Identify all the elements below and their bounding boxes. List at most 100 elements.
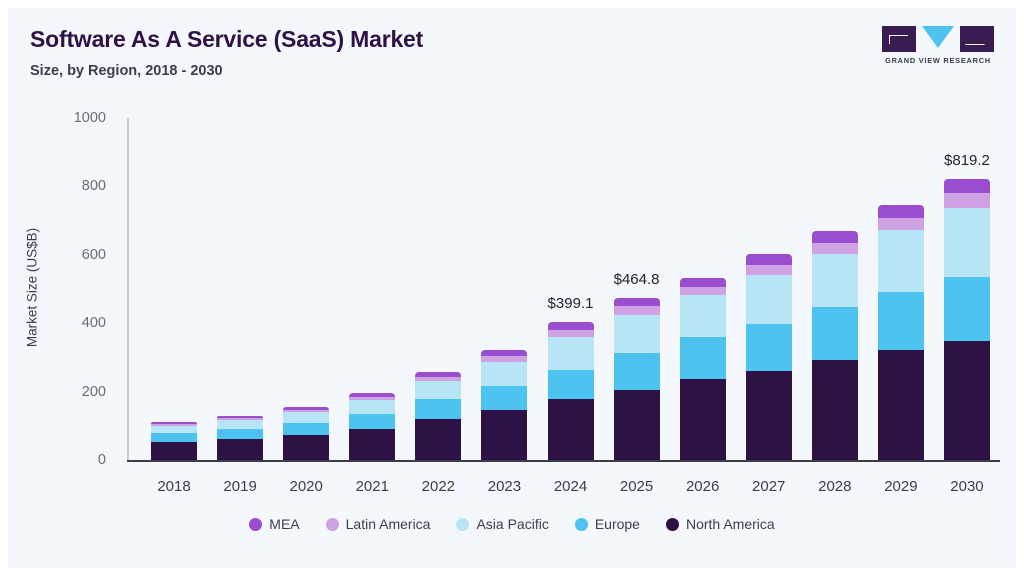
bar-segment[interactable] — [349, 413, 396, 429]
bar-segment[interactable] — [745, 254, 792, 265]
bar-segment[interactable] — [481, 355, 528, 362]
bar-segment[interactable] — [679, 378, 726, 460]
grand-view-research-logo: GRAND VIEW RESEARCH — [882, 26, 994, 72]
bar-segment[interactable] — [679, 295, 726, 337]
chart-card: Software As A Service (SaaS) Market Size… — [8, 8, 1016, 568]
bar-segment[interactable] — [217, 420, 264, 429]
legend-item[interactable]: Asia Pacific — [456, 516, 549, 532]
bar-segment[interactable] — [877, 350, 924, 460]
bar-stack[interactable] — [415, 371, 462, 460]
bar-stack[interactable] — [151, 422, 198, 460]
bar-segment[interactable] — [745, 264, 792, 275]
bar-segment[interactable] — [943, 179, 990, 194]
x-axis-tick: 2030 — [950, 478, 984, 495]
bar-segment[interactable] — [349, 428, 396, 460]
bar-stack[interactable]: $819.2 — [943, 152, 990, 460]
bar-segment[interactable] — [217, 415, 264, 418]
bar-stack[interactable] — [877, 204, 924, 460]
bar-segment[interactable] — [811, 307, 858, 361]
bar-segment[interactable] — [943, 340, 990, 460]
legend-label: Asia Pacific — [476, 516, 549, 532]
bar-segment[interactable] — [415, 376, 462, 381]
bar-segment[interactable] — [283, 435, 330, 460]
bar-segment[interactable] — [349, 399, 396, 414]
bar-segment[interactable] — [547, 370, 594, 400]
bar-segment[interactable] — [811, 230, 858, 243]
bar-segment[interactable] — [547, 329, 594, 338]
bar-segment[interactable] — [877, 204, 924, 218]
bar-segment[interactable] — [613, 306, 660, 315]
bar-segment[interactable] — [481, 349, 528, 356]
bar-stack[interactable] — [283, 407, 330, 460]
bar-segment[interactable] — [613, 314, 660, 353]
bar-segment[interactable] — [349, 393, 396, 397]
bar-segment[interactable] — [415, 371, 462, 377]
x-axis-tick: 2025 — [619, 478, 654, 495]
bar-segment[interactable] — [217, 428, 264, 439]
chart-legend: MEA Latin America Asia Pacific Europe North … — [8, 516, 1016, 532]
bar-segment[interactable] — [151, 422, 198, 425]
bar-segment[interactable] — [415, 418, 462, 460]
legend-label: North America — [685, 516, 775, 532]
bar-segment[interactable] — [481, 409, 528, 460]
legend-swatch-icon — [325, 517, 339, 531]
bar-segment[interactable] — [943, 193, 990, 208]
bar-segment[interactable] — [481, 385, 528, 410]
bar-segment[interactable] — [613, 352, 660, 390]
bar-segment[interactable] — [547, 337, 594, 371]
bar-stack[interactable]: $464.8 — [613, 271, 660, 460]
x-axis-tick: 2018 — [157, 478, 191, 495]
bar-segment[interactable] — [283, 423, 330, 436]
bar-segment[interactable] — [547, 399, 594, 460]
bar-stack[interactable] — [481, 349, 528, 460]
bar-segment[interactable] — [877, 292, 924, 351]
bar-segment[interactable] — [151, 433, 198, 442]
bar-segment[interactable] — [415, 381, 462, 400]
bar-segment[interactable] — [943, 207, 990, 278]
bar-segment[interactable] — [943, 277, 990, 341]
bar-segment[interactable] — [151, 424, 198, 426]
bar-segment[interactable] — [283, 409, 330, 413]
bar-segment[interactable] — [679, 286, 726, 296]
x-axis-tick: 2024 — [553, 478, 588, 495]
bar-segment[interactable] — [481, 361, 528, 386]
legend-label: Latin America — [345, 516, 431, 532]
bar-segment[interactable] — [151, 441, 198, 460]
bar-stack[interactable] — [745, 254, 792, 460]
legend-swatch-icon — [665, 517, 679, 531]
bar-segment[interactable] — [811, 242, 858, 255]
bar-segment[interactable] — [745, 371, 792, 460]
bar-segment[interactable] — [415, 399, 462, 419]
y-axis-tick: 800 — [81, 178, 106, 195]
bar-segment[interactable] — [811, 254, 858, 308]
bar-stack[interactable] — [217, 415, 264, 460]
bar-segment[interactable] — [679, 336, 726, 379]
bar-segment[interactable] — [877, 230, 924, 293]
bar-segment[interactable] — [679, 277, 726, 287]
stacked-bar-chart: Market Size (US$B) 0 200 400 600 800 1000 $39… — [8, 8, 1016, 568]
bar-segment[interactable] — [283, 412, 330, 424]
legend-item[interactable]: MEA — [249, 516, 300, 532]
legend-item[interactable]: North America — [665, 516, 775, 532]
bar-segment[interactable] — [547, 322, 594, 330]
legend-item[interactable]: Europe — [574, 516, 640, 532]
bar-stack[interactable] — [349, 393, 396, 460]
bar-segment[interactable] — [217, 417, 264, 420]
bar-segment[interactable] — [613, 298, 660, 307]
bar-segment[interactable] — [283, 407, 330, 410]
bar-segment[interactable] — [613, 389, 660, 460]
bar-segment[interactable] — [151, 425, 198, 434]
x-axis-tick: 2029 — [884, 478, 918, 495]
logo-text: GRAND VIEW RESEARCH — [885, 56, 991, 65]
x-axis-tick: 2026 — [685, 478, 720, 495]
bar-stack[interactable] — [679, 277, 726, 460]
bar-stack[interactable]: $399.1 — [547, 295, 594, 460]
bar-segment[interactable] — [349, 396, 396, 400]
bar-segment[interactable] — [877, 217, 924, 231]
bar-segment[interactable] — [811, 360, 858, 460]
legend-item[interactable]: Latin America — [325, 516, 431, 532]
bar-segment[interactable] — [217, 438, 264, 460]
bar-segment[interactable] — [745, 324, 792, 372]
bar-stack[interactable] — [811, 230, 858, 460]
bar-segment[interactable] — [745, 275, 792, 325]
